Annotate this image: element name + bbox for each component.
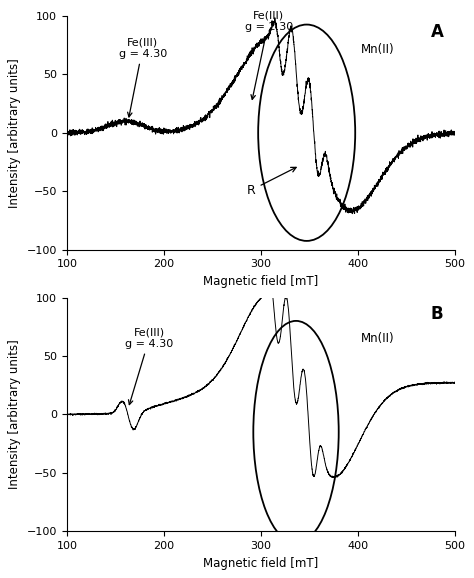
Text: Fe(III)
g = 2.30: Fe(III) g = 2.30 [245, 10, 293, 99]
Text: Fe(III)
g = 4.30: Fe(III) g = 4.30 [118, 37, 167, 117]
X-axis label: Magnetic field [mT]: Magnetic field [mT] [203, 557, 319, 570]
Text: A: A [431, 23, 444, 41]
Text: R: R [247, 168, 296, 197]
Y-axis label: Intensity [arbitrary units]: Intensity [arbitrary units] [9, 58, 21, 208]
X-axis label: Magnetic field [mT]: Magnetic field [mT] [203, 275, 319, 288]
Text: B: B [431, 305, 444, 323]
Y-axis label: Intensity [arbitrary units]: Intensity [arbitrary units] [9, 339, 21, 490]
Text: Fe(III)
g = 4.30: Fe(III) g = 4.30 [125, 327, 173, 405]
Text: Mn(II): Mn(II) [361, 43, 394, 56]
Text: Mn(II): Mn(II) [361, 332, 394, 345]
